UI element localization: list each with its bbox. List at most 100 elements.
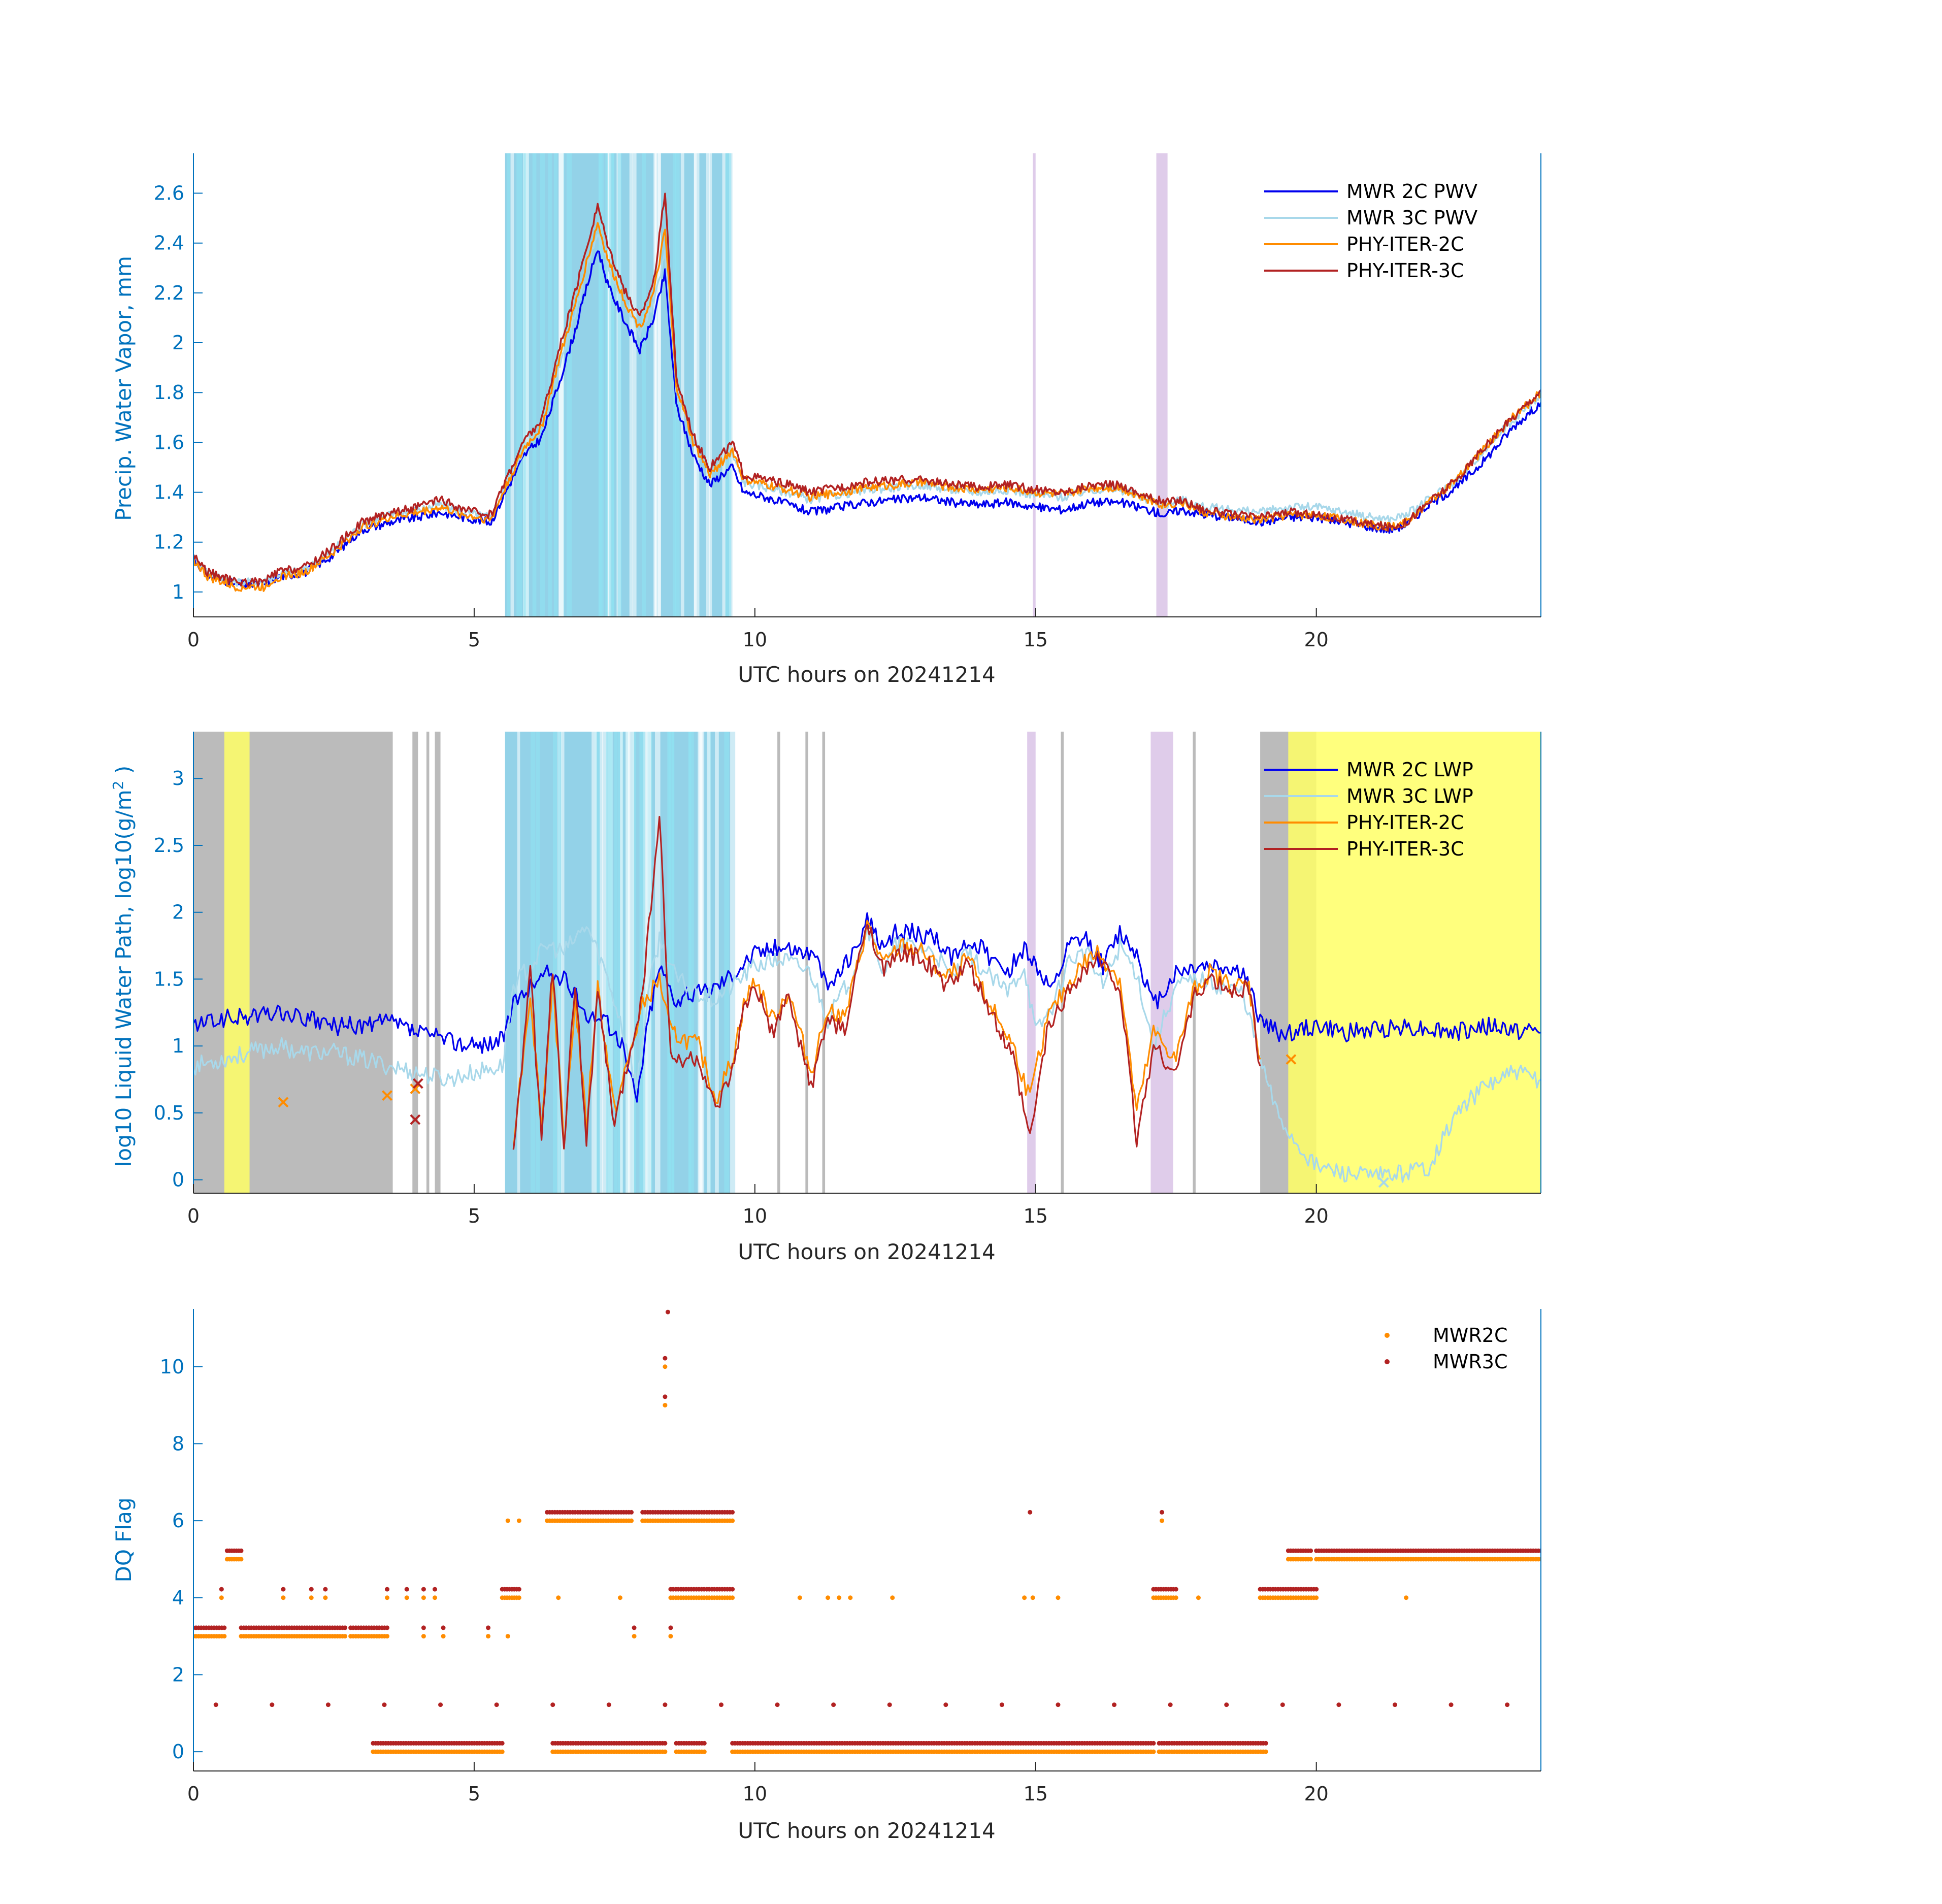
dq-xlabel: UTC hours on 20241214 — [738, 1818, 996, 1843]
pwv-flag-stripe — [729, 153, 733, 617]
lwp-flag-band — [822, 732, 826, 1193]
pwv-y-tick-label: 1.8 — [154, 381, 184, 404]
dq-point-mwr2c — [486, 1634, 491, 1639]
dq-point-mwr3c — [663, 1741, 668, 1746]
dq-point-mwr3c — [1449, 1702, 1454, 1708]
dq-point-mwr2c — [837, 1595, 842, 1600]
pwv-flag-stripe — [599, 153, 604, 617]
lwp-series-phy-iter-3c — [512, 815, 1261, 1150]
dq-point-mwr3c — [632, 1625, 637, 1630]
pwv-flag-band — [1033, 153, 1036, 617]
dq-x-tick-label: 15 — [1024, 1783, 1048, 1805]
lwp-flag-stripe — [606, 732, 612, 1193]
dq-ylabel: DQ Flag — [111, 1498, 136, 1583]
pwv-flag-stripe — [609, 153, 615, 617]
dq-point-mwr3c — [309, 1587, 314, 1592]
pwv-flag-stripe — [516, 153, 522, 617]
dq-point-mwr3c — [663, 1702, 668, 1708]
lwp-flag-band — [1193, 732, 1196, 1193]
dq-y-tick-label: 6 — [172, 1509, 184, 1532]
dq-x-tick-label: 10 — [743, 1783, 767, 1805]
dq-point-mwr2c — [1022, 1595, 1027, 1600]
pwv-flag-stripe — [655, 153, 661, 617]
dq-legend-label: MWR2C — [1433, 1324, 1507, 1347]
pwv-ylabel: Precip. Water Vapor, mm — [111, 256, 136, 521]
dq-point-mwr3c — [775, 1702, 780, 1708]
dq-point-mwr3c — [550, 1702, 555, 1708]
dq-point-mwr2c — [663, 1749, 668, 1754]
dq-point-mwr3c — [1308, 1548, 1313, 1553]
pwv-x-tick-label: 20 — [1304, 629, 1328, 651]
pwv-y-tick-label: 2.4 — [154, 232, 184, 254]
lwp-flag-stripe — [600, 732, 604, 1193]
dq-point-mwr2c — [421, 1634, 426, 1639]
dq-point-mwr2c — [1538, 1557, 1541, 1562]
pwv-y-tick-label: 1 — [172, 581, 184, 603]
dq-point-mwr3c — [325, 1702, 331, 1708]
lwp-flag-stripe — [645, 732, 651, 1193]
dq-point-mwr2c — [1308, 1557, 1313, 1562]
dq-legend: MWR2C MWR3C — [1385, 1324, 1507, 1373]
dq-x-tick-label: 5 — [468, 1783, 480, 1805]
dq-point-mwr3c — [239, 1548, 244, 1553]
dq-point-mwr3c — [668, 1625, 673, 1630]
dq-point-mwr3c — [665, 1309, 670, 1315]
dq-point-mwr2c — [323, 1595, 328, 1600]
lwp-flag-stripe — [536, 732, 540, 1193]
dq-point-mwr2c — [826, 1595, 831, 1600]
dq-point-mwr3c — [222, 1625, 227, 1630]
lwp-x-tick-label: 10 — [743, 1205, 767, 1227]
dq-point-mwr2c — [797, 1595, 802, 1600]
lwp-x-tick-label: 5 — [468, 1205, 480, 1227]
pwv-plot-area — [193, 153, 1541, 617]
dq-point-mwr3c — [433, 1587, 438, 1592]
pwv-flag-stripe — [523, 153, 529, 617]
pwv-flag-stripe — [722, 153, 726, 617]
pwv-legend: MWR 2C PWV MWR 3C PWV PHY-ITER-2C PHY-ITER-… — [1264, 180, 1477, 282]
lwp-flag-band — [193, 732, 393, 1193]
dq-point-mwr3c — [1280, 1702, 1285, 1708]
lwp-legend: MWR 2C LWP MWR 3C LWP PHY-ITER-2C PHY-ITER-… — [1264, 759, 1473, 860]
dq-point-mwr2c — [239, 1557, 244, 1562]
dq-point-mwr3c — [663, 1356, 668, 1361]
pwv-flag-stripe — [611, 153, 614, 617]
dq-point-mwr3c — [441, 1625, 446, 1630]
lwp-flag-stripe — [668, 732, 674, 1193]
lwp-flag-stripe — [715, 732, 719, 1193]
lwp-marker — [278, 1097, 289, 1108]
lwp-flag-stripe — [730, 732, 736, 1193]
pwv-y-tick-label: 1.6 — [154, 431, 184, 453]
dq-point-mwr2c — [505, 1634, 510, 1639]
dq-point-mwr3c — [281, 1587, 286, 1592]
dq-point-mwr2c — [1151, 1749, 1156, 1754]
lwp-flag-stripe — [628, 732, 635, 1193]
lwp-flag-band — [435, 732, 441, 1193]
pwv-series-phy-iter-2c — [193, 222, 1541, 592]
dq-point-mwr3c — [1336, 1702, 1341, 1708]
lwp-plot-area — [193, 732, 1541, 1193]
dq-y-tick-label: 4 — [172, 1587, 184, 1609]
lwp-flag-stripe — [707, 732, 711, 1193]
lwp-y-tick-label: 1 — [172, 1035, 184, 1057]
dq-point-mwr2c — [1404, 1595, 1409, 1600]
lwp-flag-band — [1150, 732, 1173, 1193]
dq-point-mwr3c — [270, 1702, 275, 1708]
dq-point-mwr2c — [516, 1518, 521, 1523]
dq-point-mwr3c — [831, 1702, 836, 1708]
dq-point-mwr2c — [629, 1518, 634, 1523]
pwv-flag-band — [1156, 153, 1168, 617]
dq-point-mwr2c — [1030, 1595, 1035, 1600]
pwv-flag-stripe — [510, 153, 514, 617]
pwv-flag-stripe — [725, 153, 731, 617]
dq-legend-swatch — [1385, 1359, 1390, 1364]
pwv-y-tick-label: 2.6 — [154, 182, 184, 205]
pwv-flag-stripe — [523, 153, 526, 617]
pwv-flag-stripe — [540, 153, 545, 617]
dq-point-mwr3c — [702, 1741, 707, 1746]
pwv-x-tick-label: 15 — [1024, 629, 1048, 651]
dq-point-mwr2c — [617, 1595, 622, 1600]
pwv-flag-stripe — [642, 153, 646, 617]
dq-point-mwr3c — [1160, 1509, 1165, 1515]
lwp-flag-stripe — [561, 732, 565, 1193]
pwv-flag-stripe — [653, 153, 656, 617]
